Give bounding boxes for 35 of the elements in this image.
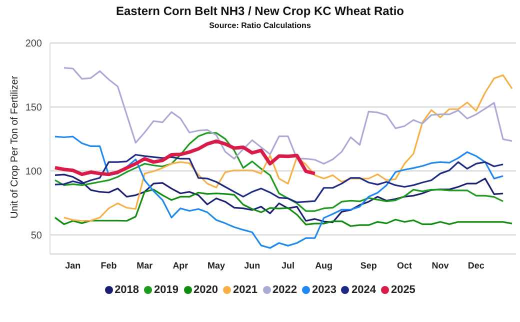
line-series <box>53 139 317 176</box>
x-tick-label: Jan <box>65 260 81 270</box>
x-tick-label: Jun <box>244 260 260 270</box>
line-series <box>54 136 504 249</box>
line-series <box>54 154 504 204</box>
legend-label: 2022 <box>272 284 297 296</box>
y-tick-label: 100 <box>25 166 42 178</box>
x-tick-label: Jul <box>281 260 294 270</box>
x-tick-label: Aug <box>315 260 333 270</box>
chart-subtitle: Source: Ratio Calculations <box>208 21 312 32</box>
line-series <box>63 67 513 165</box>
x-tick-label: May <box>208 260 226 270</box>
y-tick-label: 150 <box>25 102 42 114</box>
legend-label: 2025 <box>390 284 416 296</box>
legend-label: 2020 <box>192 284 218 296</box>
legend-label: 2024 <box>350 284 376 296</box>
x-tick-label: Apr <box>172 260 189 270</box>
x-tick-label: Oct <box>396 260 412 270</box>
x-tick-label: Sep <box>360 260 378 270</box>
x-tick-label: Nov <box>432 260 449 270</box>
y-tick-label: 200 <box>25 38 42 50</box>
x-tick-label: Mar <box>136 260 154 270</box>
y-axis-title: Unit of Crop Per Ton of Fertilizer <box>10 75 21 218</box>
line-series <box>54 174 504 224</box>
line-series <box>54 132 504 212</box>
x-tick-label: Feb <box>100 260 118 270</box>
legend-label: 2018 <box>114 284 140 296</box>
legend-label: 2021 <box>232 284 258 296</box>
x-tick-label: Dec <box>468 260 484 270</box>
legend-label: 2019 <box>153 284 179 296</box>
line-series <box>54 188 513 227</box>
legend-label: 2023 <box>310 284 336 296</box>
line-series <box>63 74 513 222</box>
y-tick-label: 50 <box>30 230 42 242</box>
chart-title: Eastern Corn Belt NH3 / New Crop KC Wheat Ratio <box>114 3 406 20</box>
